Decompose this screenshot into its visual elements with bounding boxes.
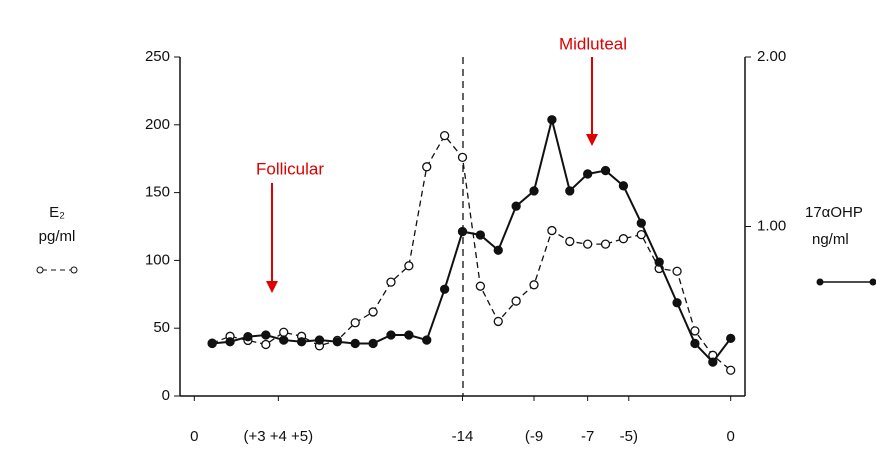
point xyxy=(636,218,646,228)
point xyxy=(547,225,557,236)
x-tick-label: 0 xyxy=(190,428,198,445)
point xyxy=(261,339,271,350)
point xyxy=(457,226,468,237)
point xyxy=(511,296,521,306)
point xyxy=(422,335,432,345)
point xyxy=(672,266,682,276)
point xyxy=(261,330,271,340)
point xyxy=(404,261,414,271)
point xyxy=(708,357,718,367)
y-tick-label: 250 xyxy=(145,48,170,65)
point xyxy=(726,333,736,344)
point xyxy=(386,330,396,340)
x-tick-label: -7 xyxy=(581,428,594,445)
point xyxy=(493,316,503,327)
arrow-head xyxy=(586,134,598,146)
y2-tick-label: 2.00 xyxy=(757,48,786,65)
point xyxy=(422,162,432,172)
point xyxy=(350,338,360,349)
point xyxy=(565,186,575,196)
y-tick-label: 200 xyxy=(145,116,170,133)
point xyxy=(529,186,539,196)
point xyxy=(386,277,396,287)
arrow-head xyxy=(266,281,278,293)
point xyxy=(618,234,629,244)
point xyxy=(457,152,468,162)
x-tick-label: -5) xyxy=(620,428,638,445)
y-tick-label: 0 xyxy=(162,387,170,404)
point xyxy=(583,239,593,249)
point xyxy=(654,257,664,267)
annotation: Midluteal xyxy=(559,34,627,53)
point xyxy=(600,239,611,249)
y2-tick-label: 1.00 xyxy=(757,217,786,234)
y-tick-label: 100 xyxy=(145,251,170,268)
point xyxy=(207,338,217,349)
y-tick-label: 150 xyxy=(145,184,170,201)
annotation: Follicular xyxy=(256,159,324,178)
point xyxy=(314,335,325,345)
x-tick-label: -14 xyxy=(452,428,474,445)
point xyxy=(618,181,629,191)
y2-label: ng/ml xyxy=(812,231,849,248)
point xyxy=(368,307,378,317)
point xyxy=(583,169,593,179)
point xyxy=(368,338,378,349)
point xyxy=(296,337,307,347)
x-tick-label: (+3 +4 +5) xyxy=(244,428,314,445)
point xyxy=(493,245,503,255)
point xyxy=(404,330,414,340)
point xyxy=(672,298,682,308)
point xyxy=(243,332,253,342)
x-tick-label: 0 xyxy=(727,428,735,445)
point xyxy=(475,281,486,291)
y-label: pg/ml xyxy=(39,228,76,245)
point xyxy=(529,280,539,290)
point xyxy=(279,327,289,337)
point xyxy=(690,326,700,336)
y-label: E₂ xyxy=(49,204,65,221)
point xyxy=(636,229,646,240)
point xyxy=(439,130,450,141)
point xyxy=(332,337,342,347)
point xyxy=(475,230,486,240)
legend-17ohp xyxy=(816,278,876,286)
point xyxy=(726,365,736,375)
legend-e2 xyxy=(36,266,78,274)
point xyxy=(279,335,289,345)
point xyxy=(439,284,450,294)
point xyxy=(565,236,575,247)
point xyxy=(690,338,700,349)
point xyxy=(225,337,235,347)
point xyxy=(600,165,611,176)
series-line xyxy=(212,119,732,364)
y2-label: 17αOHP xyxy=(805,204,863,221)
y-tick-label: 50 xyxy=(153,319,170,336)
x-tick-label: (-9 xyxy=(525,428,543,445)
point xyxy=(511,201,521,211)
point xyxy=(547,115,557,125)
point xyxy=(350,318,360,328)
